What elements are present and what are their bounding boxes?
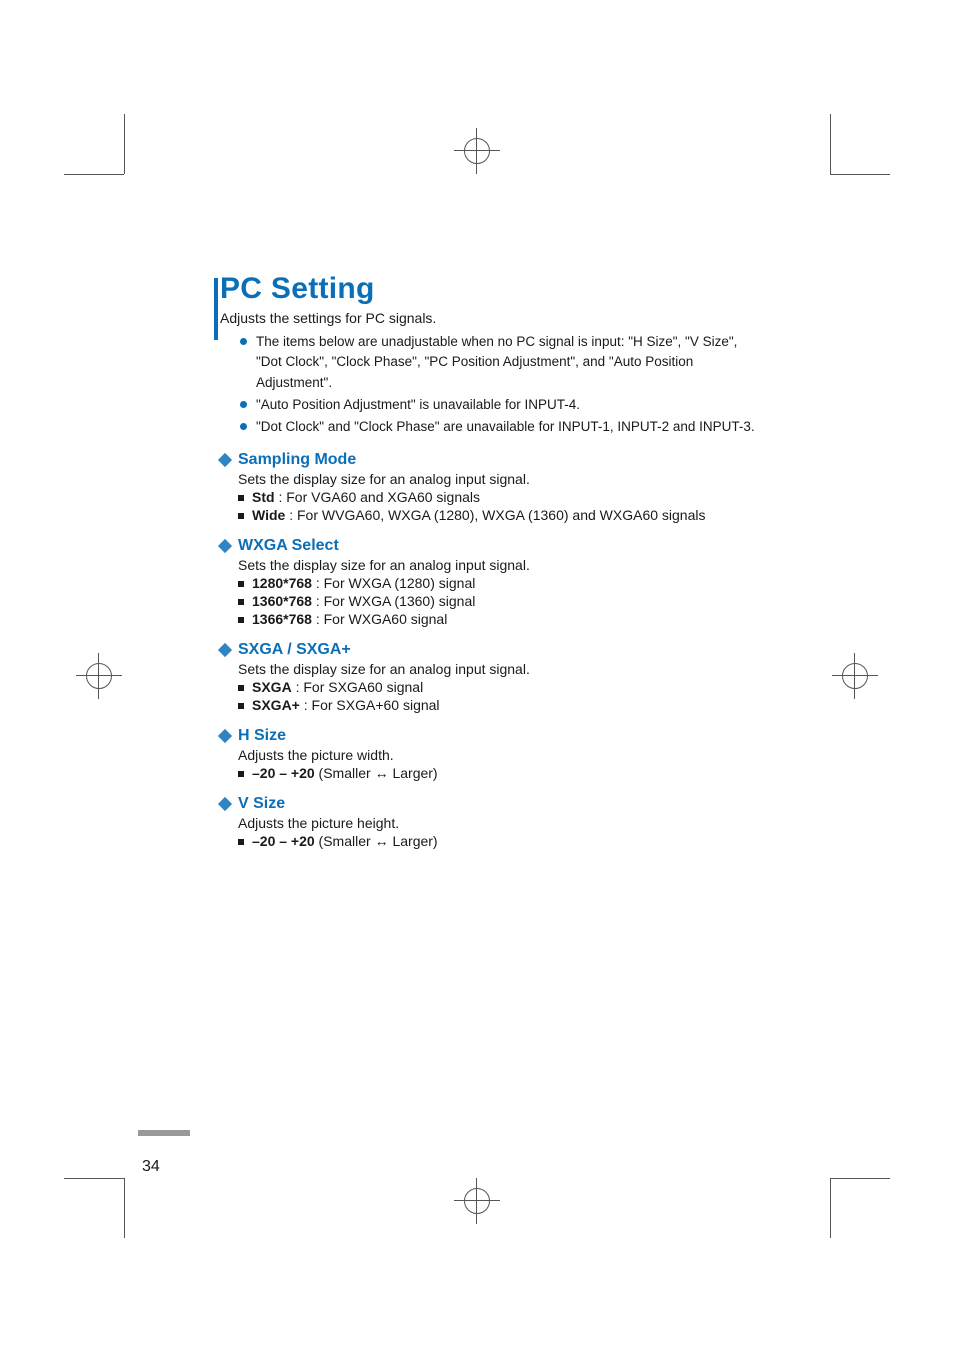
square-bullet-icon xyxy=(238,617,244,623)
note-item: "Auto Position Adjustment" is unavailabl… xyxy=(240,395,760,415)
square-bullet-icon xyxy=(238,599,244,605)
section-h-size: H Size Adjusts the picture width. –20 – … xyxy=(220,727,760,781)
option-text: : For WXGA (1360) signal xyxy=(312,593,475,609)
bullet-dot-icon xyxy=(240,423,247,430)
section-sxga: SXGA / SXGA+ Sets the display size for a… xyxy=(220,641,760,713)
bullet-dot-icon xyxy=(240,338,247,345)
crop-mark xyxy=(830,114,831,174)
option-row: 1280*768 : For WXGA (1280) signal xyxy=(238,575,760,591)
crop-mark xyxy=(830,174,890,175)
crop-mark xyxy=(124,1178,125,1238)
option-label: SXGA+ xyxy=(252,697,300,713)
option-row: Std : For VGA60 and XGA60 signals xyxy=(238,489,760,505)
section-desc: Adjusts the picture height. xyxy=(238,815,760,831)
section-body: Adjusts the picture height. –20 – +20 (S… xyxy=(238,815,760,849)
option-row: Wide : For WVGA60, WXGA (1280), WXGA (13… xyxy=(238,507,760,523)
page-number: 34 xyxy=(142,1158,160,1176)
square-bullet-icon xyxy=(238,703,244,709)
footer-rule xyxy=(138,1130,190,1136)
option-label: 1366*768 xyxy=(252,611,312,627)
option-row: SXGA : For SXGA60 signal xyxy=(238,679,760,695)
crop-mark xyxy=(830,1178,831,1238)
note-item: "Dot Clock" and "Clock Phase" are unavai… xyxy=(240,417,760,437)
section-v-size: V Size Adjusts the picture height. –20 –… xyxy=(220,795,760,849)
option-text: : For WXGA60 signal xyxy=(312,611,447,627)
section-wxga-select: WXGA Select Sets the display size for an… xyxy=(220,537,760,627)
note-item: The items below are unadjustable when no… xyxy=(240,332,760,393)
section-title: SXGA / SXGA+ xyxy=(238,641,351,659)
option-text: : For SXGA60 signal xyxy=(292,679,424,695)
diamond-icon xyxy=(218,539,232,553)
registration-mark-top xyxy=(454,128,500,174)
section-heading: Sampling Mode xyxy=(220,451,760,469)
bullet-dot-icon xyxy=(240,401,247,408)
registration-mark-left xyxy=(76,653,122,699)
section-body: Sets the display size for an analog inpu… xyxy=(238,557,760,627)
option-text: (Smaller ↔ Larger) xyxy=(315,833,438,849)
option-label: Std xyxy=(252,489,275,505)
note-text: "Auto Position Adjustment" is unavailabl… xyxy=(256,397,580,412)
section-heading: V Size xyxy=(220,795,760,813)
option-row: –20 – +20 (Smaller ↔ Larger) xyxy=(238,833,760,849)
option-label: SXGA xyxy=(252,679,292,695)
section-title: Sampling Mode xyxy=(238,451,356,469)
note-text: "Dot Clock" and "Clock Phase" are unavai… xyxy=(256,419,755,434)
option-row: 1366*768 : For WXGA60 signal xyxy=(238,611,760,627)
page-title: PC Setting xyxy=(220,272,760,306)
option-label: –20 – +20 xyxy=(252,765,315,781)
crop-mark xyxy=(124,114,125,174)
square-bullet-icon xyxy=(238,771,244,777)
section-desc: Sets the display size for an analog inpu… xyxy=(238,661,760,677)
diamond-icon xyxy=(218,453,232,467)
registration-mark-right xyxy=(832,653,878,699)
section-heading: WXGA Select xyxy=(220,537,760,555)
section-heading: SXGA / SXGA+ xyxy=(220,641,760,659)
section-desc: Sets the display size for an analog inpu… xyxy=(238,557,760,573)
option-text: : For VGA60 and XGA60 signals xyxy=(275,489,480,505)
crop-mark xyxy=(64,1178,124,1179)
diamond-icon xyxy=(218,643,232,657)
diamond-icon xyxy=(218,797,232,811)
intro-text: Adjusts the settings for PC signals. xyxy=(220,310,760,326)
square-bullet-icon xyxy=(238,839,244,845)
section-sampling-mode: Sampling Mode Sets the display size for … xyxy=(220,451,760,523)
note-text: The items below are unadjustable when no… xyxy=(256,334,737,390)
section-title: V Size xyxy=(238,795,285,813)
option-text: : For WXGA (1280) signal xyxy=(312,575,475,591)
title-rule xyxy=(214,278,218,340)
section-body: Adjusts the picture width. –20 – +20 (Sm… xyxy=(238,747,760,781)
option-text: : For SXGA+60 signal xyxy=(300,697,440,713)
section-desc: Adjusts the picture width. xyxy=(238,747,760,763)
option-label: 1280*768 xyxy=(252,575,312,591)
content-area: PC Setting Adjusts the settings for PC s… xyxy=(220,272,760,851)
square-bullet-icon xyxy=(238,513,244,519)
square-bullet-icon xyxy=(238,685,244,691)
notes-list: The items below are unadjustable when no… xyxy=(240,332,760,437)
option-text: (Smaller ↔ Larger) xyxy=(315,765,438,781)
crop-mark xyxy=(830,1178,890,1179)
option-row: SXGA+ : For SXGA+60 signal xyxy=(238,697,760,713)
page: PC Setting Adjusts the settings for PC s… xyxy=(0,0,954,1351)
section-body: Sets the display size for an analog inpu… xyxy=(238,471,760,523)
option-row: 1360*768 : For WXGA (1360) signal xyxy=(238,593,760,609)
square-bullet-icon xyxy=(238,581,244,587)
section-desc: Sets the display size for an analog inpu… xyxy=(238,471,760,487)
section-title: H Size xyxy=(238,727,286,745)
crop-mark xyxy=(64,174,124,175)
section-heading: H Size xyxy=(220,727,760,745)
option-label: 1360*768 xyxy=(252,593,312,609)
section-body: Sets the display size for an analog inpu… xyxy=(238,661,760,713)
section-title: WXGA Select xyxy=(238,537,339,555)
registration-mark-bottom xyxy=(454,1178,500,1224)
diamond-icon xyxy=(218,729,232,743)
option-text: : For WVGA60, WXGA (1280), WXGA (1360) a… xyxy=(285,507,705,523)
option-label: Wide xyxy=(252,507,285,523)
option-row: –20 – +20 (Smaller ↔ Larger) xyxy=(238,765,760,781)
square-bullet-icon xyxy=(238,495,244,501)
option-label: –20 – +20 xyxy=(252,833,315,849)
